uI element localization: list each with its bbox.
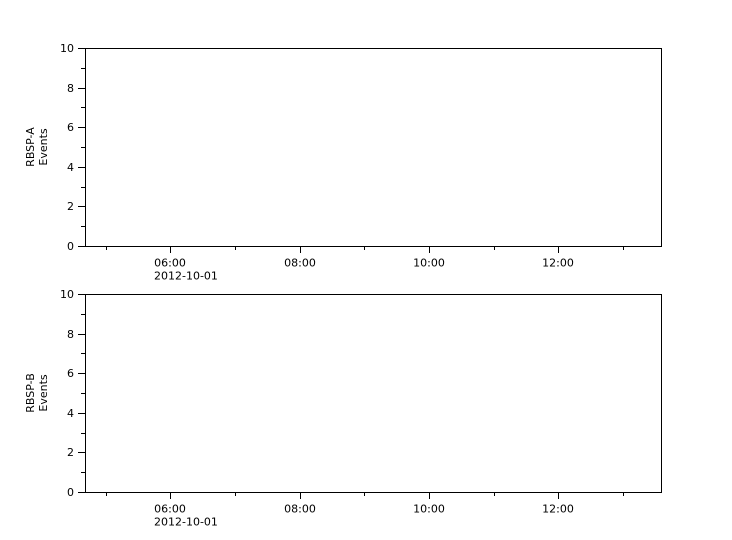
y-tick-label: 8 [67, 82, 74, 95]
x-tick-label: 12:00 [542, 503, 574, 516]
y-axis-label: RBSP-A [24, 127, 37, 167]
plot-frame [85, 294, 662, 493]
x-tick-label: 06:00 [154, 257, 186, 270]
panel-rbsp-b: 0 2 4 6 8 10 06:00 08:00 10:00 12:00 2012-10-01 RBS… [24, 288, 662, 529]
x-tick-label: 08:00 [284, 503, 316, 516]
x-tick-label: 10:00 [413, 503, 445, 516]
y-axis-label: Events [37, 374, 50, 412]
plot-frame [85, 48, 662, 247]
x-tick-label: 08:00 [284, 257, 316, 270]
y-tick-label: 0 [67, 486, 74, 499]
x-tick-label: 06:00 [154, 503, 186, 516]
x-date-label: 2012-10-01 [154, 270, 218, 283]
y-tick-label: 10 [60, 288, 74, 301]
y-tick-label: 10 [60, 42, 74, 55]
y-tick-label: 4 [67, 161, 74, 174]
y-tick-label: 4 [67, 407, 74, 420]
y-tick-label: 6 [67, 121, 74, 134]
x-date-label: 2012-10-01 [154, 516, 218, 529]
y-axis-label: Events [37, 128, 50, 166]
panel-rbsp-a: 0 2 4 6 8 10 06:00 08:00 10:00 12:00 2012-10-01 RBS… [24, 42, 662, 283]
y-tick-label: 0 [67, 240, 74, 253]
x-tick-label: 12:00 [542, 257, 574, 270]
y-tick-label: 6 [67, 367, 74, 380]
x-tick-label: 10:00 [413, 257, 445, 270]
y-tick-label: 8 [67, 328, 74, 341]
y-tick-label: 2 [67, 200, 74, 213]
y-axis-label: RBSP-B [24, 373, 37, 413]
y-tick-label: 2 [67, 446, 74, 459]
